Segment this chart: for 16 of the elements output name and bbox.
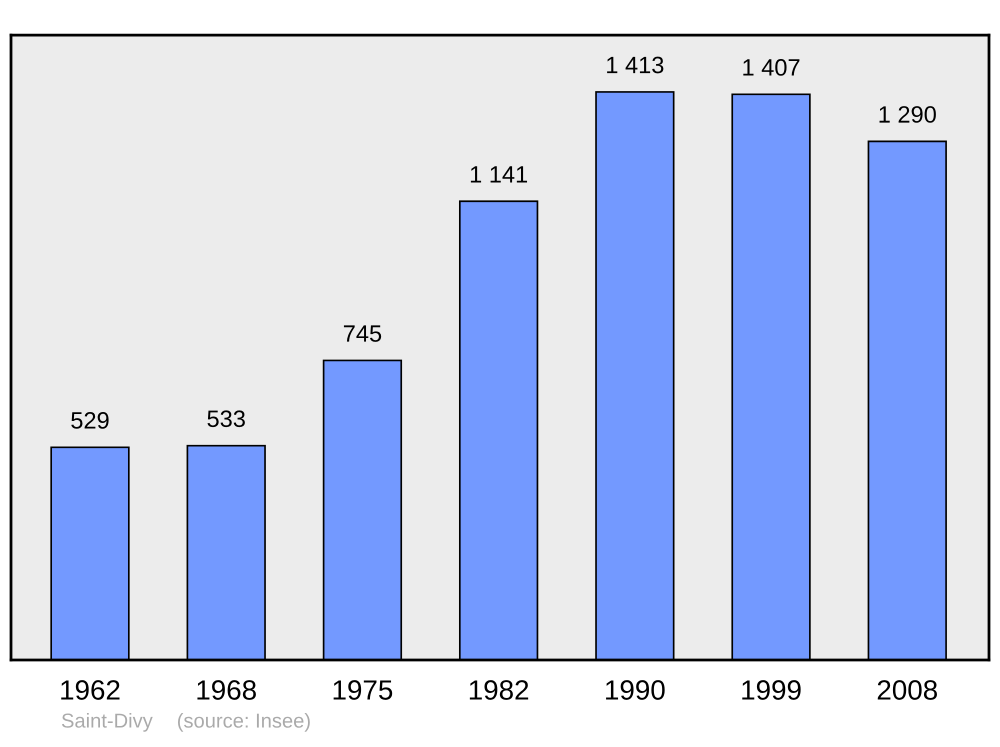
data-label: 1 413 xyxy=(607,56,664,74)
x-tick-label: 1999 xyxy=(742,680,801,700)
x-tick-label: 1982 xyxy=(470,680,528,700)
x-tick-label: 1990 xyxy=(606,680,665,700)
x-tick-label: 1962 xyxy=(61,680,120,700)
x-tick-label: 1968 xyxy=(197,680,256,700)
x-tick-label: 1975 xyxy=(334,680,392,700)
data-label: 745 xyxy=(344,325,382,342)
x-tick-label: 2008 xyxy=(878,680,937,700)
text: (source: Insee) xyxy=(178,712,310,732)
data-label: 533 xyxy=(207,410,245,428)
text: Saint-Divy xyxy=(62,712,153,732)
data-label: 1 290 xyxy=(880,106,936,123)
data-label: 1 407 xyxy=(743,59,800,76)
data-label: 1 141 xyxy=(470,166,528,182)
data-label: 529 xyxy=(71,412,109,429)
